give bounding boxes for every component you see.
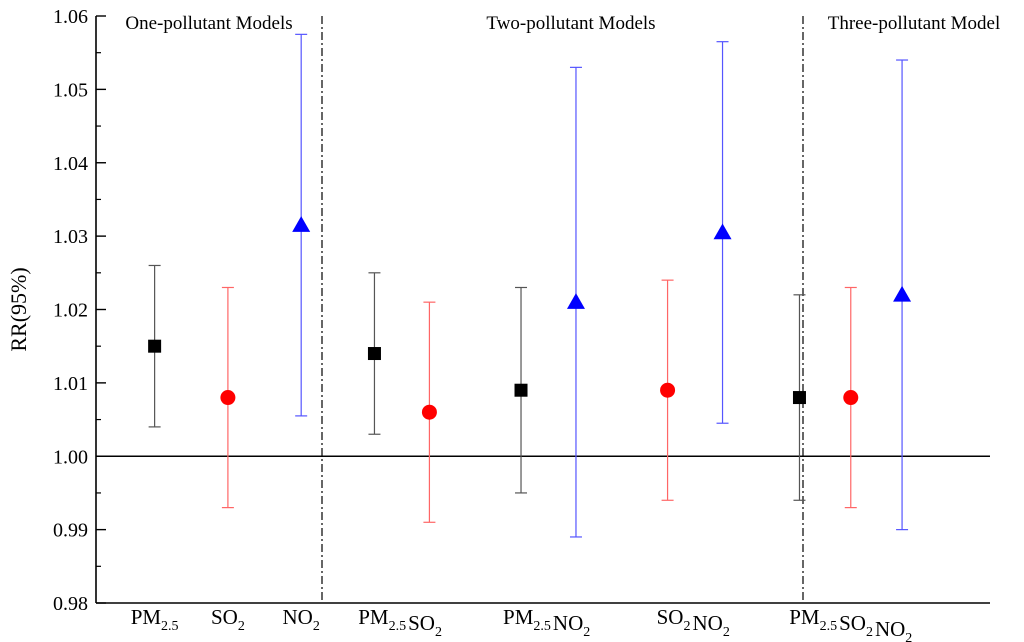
marker-triangle [893,285,912,302]
y-tick-label: 1.02 [53,300,88,322]
x-tick-label: PM2.5SO2NO2 [789,605,912,642]
marker-square [367,347,381,361]
marker-square [148,339,162,353]
y-tick-label: 0.99 [53,520,88,542]
x-tick-label-base: SO [211,605,238,629]
x-tick-label: PM2.5 [131,605,179,634]
marker-triangle [713,223,732,240]
x-tick-label-base: NO [553,611,583,635]
marker-circle [660,382,676,398]
x-tick-label-subscript: 2.5 [389,619,407,634]
panel-labels: One-pollutant Models Two-pollutant Models… [125,13,1000,34]
marker-circle [843,390,859,406]
y-tick-label: 1.03 [53,226,88,248]
x-tick-label-base: SO [408,611,435,635]
marker-square [792,391,806,405]
marker-square [514,383,528,397]
x-tick-label-base: NO [692,611,722,635]
y-axis-label: RR(95%) [6,267,31,351]
marker-circle [220,390,236,406]
x-tick-label-base: SO [657,605,684,629]
x-tick-label: NO2 [283,605,320,634]
x-tick-label-subscript: 2 [583,625,590,640]
panel-label: One-pollutant Models [125,13,292,34]
y-tick-label: 1.01 [53,373,88,395]
axes: 0.98 0.99 1.00 1.01 1.02 1.03 1.04 1.05 1.06 RR(9… [6,6,990,615]
x-tick-label-subscript: 2 [723,625,730,640]
error-bars [148,33,909,538]
panel-label: Two-pollutant Models [486,13,655,34]
x-tick-label: PM2.5NO2 [503,605,590,640]
x-tick-label: PM2.5SO2 [358,605,442,640]
x-tick-label-subscript: 2.5 [161,619,179,634]
x-tick-label-base: PM [131,605,162,629]
x-tick-label-base: SO [839,611,866,635]
x-tick-label-base: NO [283,605,313,629]
x-tick-label-subscript: 2 [313,619,320,634]
point-estimates [148,216,912,420]
panel-label: Three-pollutant Model [828,13,1001,34]
y-tick-label: 1.06 [53,6,88,28]
x-tick-label-subscript: 2 [905,631,912,642]
x-tick-label-subscript: 2.5 [820,619,838,634]
x-tick-label-base: PM [358,605,389,629]
x-tick-label: SO2NO2 [657,605,730,640]
y-tick-label: 1.00 [53,446,88,468]
x-tick-label-base: PM [789,605,820,629]
x-tick-label: SO2 [211,605,245,634]
x-tick-label-subscript: 2 [866,625,873,640]
x-tick-labels: PM2.5 SO2 NO2 PM2.5SO2PM2.5NO2SO2NO2PM2.5SO… [131,605,913,642]
x-tick-label-subscript: 2 [435,625,442,640]
x-tick-label-subscript: 2 [683,619,690,634]
y-tick-label: 1.04 [53,153,88,175]
x-tick-label-base: NO [875,617,905,641]
y-tick-label: 1.05 [53,79,88,101]
marker-triangle [566,293,585,309]
marker-circle [421,404,437,420]
x-tick-label-subscript: 2 [238,619,245,634]
x-tick-label-base: PM [503,605,534,629]
y-tick-label: 0.98 [53,593,88,615]
x-tick-label-subscript: 2.5 [533,619,551,634]
marker-triangle [292,216,311,232]
